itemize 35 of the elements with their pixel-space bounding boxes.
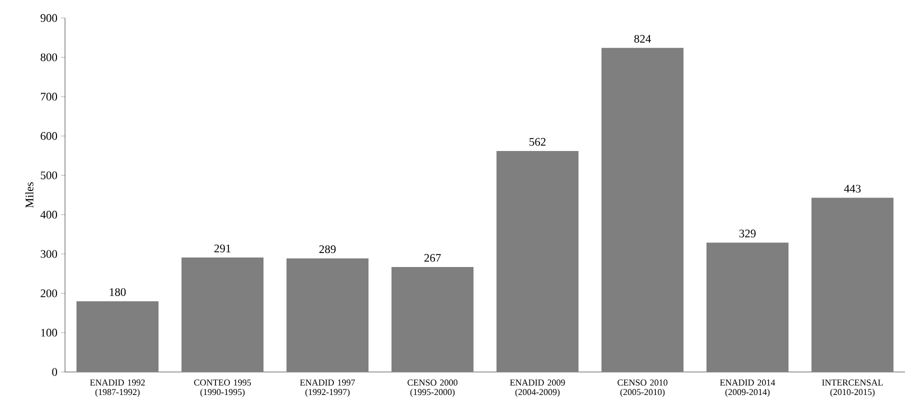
y-tick-label: 800 <box>40 53 58 62</box>
bar <box>286 258 369 372</box>
data-label: 289 <box>319 245 336 254</box>
data-label: 329 <box>739 230 756 238</box>
y-tick-label: 100 <box>41 328 58 337</box>
y-tick-label: 300 <box>40 250 58 258</box>
x-tick-label: CENSO 2000 (1995-2000) <box>408 380 458 397</box>
data-label: 443 <box>844 184 861 193</box>
x-tick-label: ENADID 1992 (1987-1992) <box>90 380 145 397</box>
x-tick-label: ENADID 2014 (2009-2014) <box>720 380 776 397</box>
x-tick-label: ENADID 2009 (2004-2009) <box>510 380 565 397</box>
bar <box>496 150 578 372</box>
data-label: 267 <box>424 254 441 262</box>
y-tick-label: 600 <box>40 132 58 140</box>
y-tick-label: 200 <box>40 289 58 298</box>
data-label: 562 <box>530 138 546 146</box>
y-tick-label: 400 <box>40 210 58 219</box>
x-tick-label: CONTEO 1995 (1990-1995) <box>194 380 251 397</box>
data-label: 180 <box>110 288 126 296</box>
bar <box>76 301 159 372</box>
x-tick-label: CENSO 2010 (2005-2010) <box>618 380 668 397</box>
y-tick-label: 0 <box>52 368 58 376</box>
x-tick-label: INTERCENSAL (2010-2015) <box>822 380 883 397</box>
bar <box>706 242 788 372</box>
bar <box>182 258 264 372</box>
data-label: 824 <box>634 34 651 43</box>
x-tick-label: ENADID 1997 (1992-1997) <box>300 380 355 397</box>
y-tick-label: 700 <box>40 92 58 101</box>
bar <box>392 266 474 372</box>
data-label: 291 <box>214 244 230 252</box>
y-tick-label: 900 <box>40 14 58 22</box>
y-axis-title: Miles <box>25 182 34 208</box>
bar <box>811 198 894 372</box>
bar <box>601 48 684 372</box>
y-tick-label: 500 <box>40 171 58 180</box>
